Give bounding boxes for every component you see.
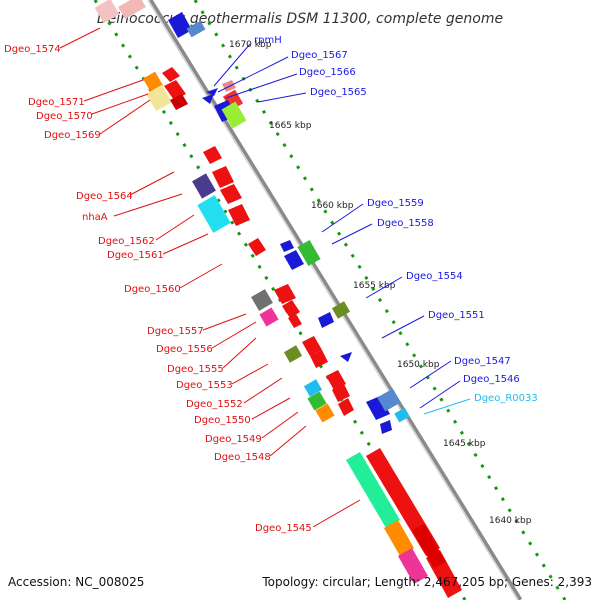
gene-dgeo-1545 bbox=[346, 452, 400, 528]
genome-backbone bbox=[147, 0, 523, 600]
gene-dgeo-1569 bbox=[162, 67, 180, 82]
gene-label-dgeo-r0033: Dgeo_R0033 bbox=[474, 393, 538, 404]
gene-dgeo-1559 bbox=[280, 240, 294, 252]
gene-label-dgeo-1545: Dgeo_1545 bbox=[255, 523, 312, 534]
gene-dgeo-1553 bbox=[302, 336, 322, 356]
gene-label-rpmh: rpmH bbox=[254, 35, 282, 46]
accession-text: Accession: NC_008025 bbox=[8, 575, 144, 589]
gene-dgeo-1549 bbox=[315, 403, 335, 423]
gene-label-dgeo-1546: Dgeo_1546 bbox=[463, 374, 520, 385]
gene-dgeo-1560 bbox=[248, 238, 266, 256]
left-callout-lines bbox=[59, 27, 361, 528]
gene-label-dgeo-1559: Dgeo_1559 bbox=[367, 198, 424, 209]
gene-label-dgeo-1551: Dgeo_1551 bbox=[428, 310, 485, 321]
right-strand-genes bbox=[168, 12, 410, 434]
gene-label-dgeo-1571: Dgeo_1571 bbox=[28, 97, 85, 108]
gene-dgeo-1546 bbox=[377, 388, 401, 412]
gene-label-dgeo-1562: Dgeo_1562 bbox=[98, 236, 155, 247]
genome-summary-text: Topology: circular; Length: 2,467,205 bp… bbox=[261, 575, 592, 589]
gene-label-dgeo-1555: Dgeo_1555 bbox=[167, 364, 224, 375]
right-callout-lines bbox=[213, 43, 471, 415]
gene-label-dgeo-1574: Dgeo_1574 bbox=[4, 44, 61, 55]
gene-dgeo-1570 bbox=[146, 84, 172, 112]
gene-label-dgeo-1556: Dgeo_1556 bbox=[156, 344, 213, 355]
gene-label-dgeo-1567: Dgeo_1567 bbox=[291, 50, 348, 61]
gene-dgeo-1574 bbox=[94, 0, 120, 24]
gene-label-dgeo-1552: Dgeo_1552 bbox=[186, 399, 243, 410]
gene-label-dgeo-1564: Dgeo_1564 bbox=[76, 191, 133, 202]
gene-label-dgeo-1549: Dgeo_1549 bbox=[205, 434, 262, 445]
right-gene-labels: rpmH Dgeo_1567 Dgeo_1566 Dgeo_1565 Dgeo_… bbox=[254, 35, 538, 404]
gene-dgeo-1565 bbox=[221, 101, 247, 129]
gene-label-dgeo-1548: Dgeo_1548 bbox=[214, 452, 271, 463]
gene-dgeo-1554 bbox=[318, 312, 334, 328]
gene-dgeo-1547 bbox=[366, 396, 390, 420]
tick-label: 1670 kbp bbox=[229, 40, 272, 50]
gene-label-dgeo-1557: Dgeo_1557 bbox=[147, 326, 204, 337]
left-gene-labels: Dgeo_1574 Dgeo_1571 Dgeo_1570 Dgeo_1569 … bbox=[4, 44, 312, 534]
gene-dgeo-1562 bbox=[197, 195, 231, 233]
kbp-ticks: 1670 kbp 1665 kbp 1660 kbp 1655 kbp 1650… bbox=[229, 40, 532, 526]
tick-label: 1665 kbp bbox=[269, 121, 312, 131]
inner-dotted-track bbox=[193, 0, 567, 600]
gene-dgeo-1564 bbox=[203, 146, 222, 164]
tick-label: 1660 kbp bbox=[311, 201, 354, 211]
left-strand-genes bbox=[94, 0, 462, 598]
gene-dgeo-1550 bbox=[307, 391, 327, 411]
gene-label-dgeo-1554: Dgeo_1554 bbox=[406, 271, 463, 282]
gene-label-dgeo-1553: Dgeo_1553 bbox=[176, 380, 233, 391]
gene-label-dgeo-1561: Dgeo_1561 bbox=[107, 250, 164, 261]
gene-dgeo-1558 bbox=[297, 239, 321, 267]
gene-dgeo-1548 bbox=[326, 370, 346, 390]
gene-dgeo-1552 bbox=[303, 379, 323, 397]
gene-label-dgeo-1565: Dgeo_1565 bbox=[310, 87, 367, 98]
gene-dgeo-r0033 bbox=[394, 407, 410, 423]
gene-dgeo-1561 bbox=[228, 204, 250, 226]
tick-label: 1655 kbp bbox=[353, 281, 396, 291]
gene-nhaA bbox=[192, 173, 216, 199]
tick-label: 1650 kbp bbox=[397, 360, 440, 370]
gene-label-dgeo-1570: Dgeo_1570 bbox=[36, 111, 93, 122]
gene-label-dgeo-1566: Dgeo_1566 bbox=[299, 67, 356, 78]
gene-dgeo-1551 bbox=[331, 301, 351, 319]
tick-label: 1640 kbp bbox=[489, 516, 532, 526]
gene-label-dgeo-1558: Dgeo_1558 bbox=[377, 218, 434, 229]
gene-dgeo-1556 bbox=[259, 307, 279, 327]
gene-label-nhaA: nhaA bbox=[82, 212, 108, 223]
gene-label-dgeo-1550: Dgeo_1550 bbox=[194, 415, 251, 426]
gene-label-dgeo-1547: Dgeo_1547 bbox=[454, 356, 511, 367]
gene-label-dgeo-1569: Dgeo_1569 bbox=[44, 130, 101, 141]
gene-dgeo-1557 bbox=[251, 289, 273, 311]
tick-label: 1645 kbp bbox=[443, 439, 486, 449]
gene-dgeo-1567 bbox=[202, 94, 214, 104]
gene-label-dgeo-1560: Dgeo_1560 bbox=[124, 284, 181, 295]
gene-dgeo-1555 bbox=[274, 284, 296, 304]
